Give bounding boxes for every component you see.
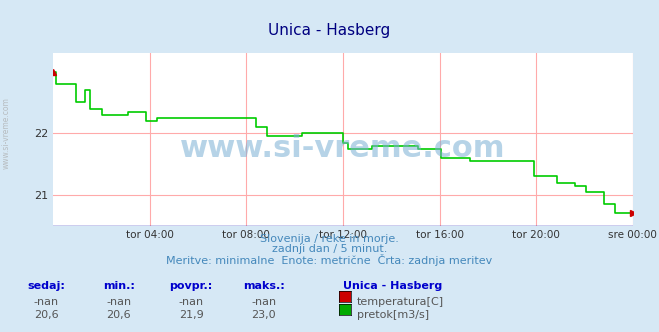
Text: Unica - Hasberg: Unica - Hasberg xyxy=(343,281,442,290)
Text: pretok[m3/s]: pretok[m3/s] xyxy=(357,310,429,320)
Text: -nan: -nan xyxy=(251,297,276,307)
Text: 23,0: 23,0 xyxy=(251,310,276,320)
Text: -nan: -nan xyxy=(34,297,59,307)
Text: -nan: -nan xyxy=(179,297,204,307)
Text: povpr.:: povpr.: xyxy=(169,281,213,290)
Text: www.si-vreme.com: www.si-vreme.com xyxy=(180,133,505,163)
Text: Unica - Hasberg: Unica - Hasberg xyxy=(268,23,391,38)
Text: 20,6: 20,6 xyxy=(106,310,131,320)
Text: -nan: -nan xyxy=(106,297,131,307)
Text: Slovenija / reke in morje.: Slovenija / reke in morje. xyxy=(260,234,399,244)
Text: temperatura[C]: temperatura[C] xyxy=(357,297,444,307)
Text: maks.:: maks.: xyxy=(243,281,285,290)
Text: Meritve: minimalne  Enote: metrične  Črta: zadnja meritev: Meritve: minimalne Enote: metrične Črta:… xyxy=(166,254,493,266)
Text: min.:: min.: xyxy=(103,281,134,290)
Text: zadnji dan / 5 minut.: zadnji dan / 5 minut. xyxy=(272,244,387,254)
Text: www.si-vreme.com: www.si-vreme.com xyxy=(2,97,11,169)
Text: sedaj:: sedaj: xyxy=(27,281,65,290)
Text: 21,9: 21,9 xyxy=(179,310,204,320)
Text: 20,6: 20,6 xyxy=(34,310,59,320)
